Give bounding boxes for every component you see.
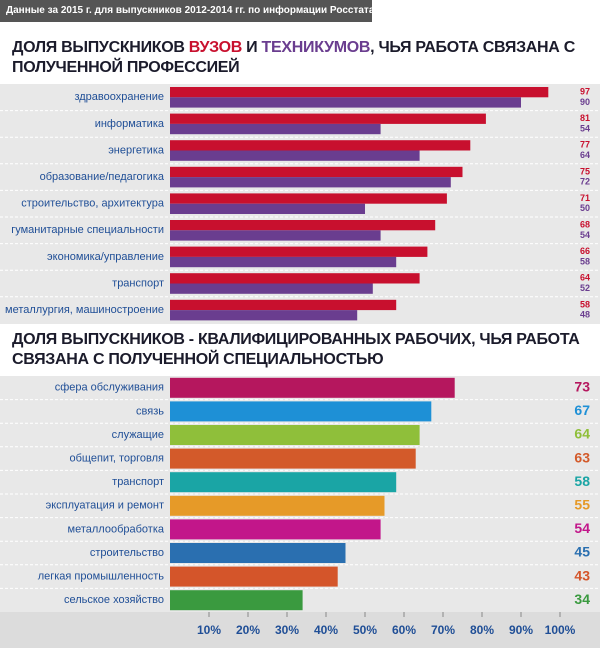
- value-label: 58: [574, 473, 590, 489]
- bar: [170, 256, 397, 268]
- category-label: гуманитарные специальности: [11, 224, 164, 236]
- bar: [170, 220, 436, 231]
- bar: [170, 273, 420, 284]
- value-label: 68: [580, 220, 590, 230]
- legend-entry: ВУЗОВ: [188, 39, 243, 56]
- bar: [170, 97, 521, 108]
- category-label: эксплуатация и ремонт: [46, 500, 164, 512]
- bar: [170, 543, 346, 563]
- value-label: 64: [580, 273, 590, 283]
- title-part: ДОЛЯ ВЫПУСКНИКОВ: [12, 39, 185, 56]
- category-label: информатика: [95, 118, 165, 130]
- value-label: 64: [574, 426, 590, 442]
- bar: [170, 177, 451, 188]
- value-label: 81: [580, 113, 590, 123]
- x-tick-label: 60%: [392, 623, 416, 637]
- bar: [170, 495, 385, 516]
- bar: [170, 448, 416, 469]
- bar: [170, 246, 428, 257]
- bar: [170, 150, 420, 161]
- value-label: 54: [574, 520, 590, 536]
- subtitle: Данные за 2015 г. для выпускников 2012-2…: [0, 0, 374, 22]
- value-label: 90: [580, 97, 590, 107]
- value-label: 77: [580, 140, 590, 150]
- bar: [170, 310, 358, 321]
- category-label: сфера обслуживания: [55, 382, 164, 394]
- x-tick-label: 90%: [509, 623, 533, 637]
- bar: [170, 140, 471, 151]
- title-part: , ЧЬЯ РАБОТА СВЯЗАНА С ПОЛУЧЕННОЙ ПРОФЕС…: [12, 39, 575, 76]
- category-label: транспорт: [112, 277, 164, 289]
- value-label: 64: [580, 150, 590, 160]
- category-label: связь: [136, 405, 164, 417]
- x-tick-label: 40%: [314, 623, 338, 637]
- value-label: 72: [580, 177, 590, 187]
- bar: [170, 123, 381, 135]
- value-label: 48: [580, 310, 590, 320]
- bar: [170, 566, 338, 587]
- value-label: 52: [580, 283, 590, 293]
- value-label: 45: [574, 544, 590, 560]
- chart-title: ДОЛЯ ВЫПУСКНИКОВ - КВАЛИФИЦИРОВАННЫХ РАБ…: [12, 331, 580, 368]
- bar: [170, 166, 463, 178]
- category-label: служащие: [112, 429, 164, 441]
- x-tick-label: 100%: [545, 623, 576, 637]
- value-label: 58: [580, 299, 590, 309]
- x-tick-label: 10%: [197, 623, 221, 637]
- bar: [170, 401, 432, 422]
- bar: [170, 590, 303, 611]
- bar: [170, 113, 486, 124]
- value-label: 50: [580, 203, 590, 213]
- x-tick-label: 70%: [431, 623, 455, 637]
- value-label: 67: [574, 402, 590, 418]
- bar: [170, 87, 549, 98]
- legend-entry: ТЕХНИКУМОВ: [261, 39, 371, 56]
- category-label: здравоохранение: [74, 91, 164, 103]
- bar: [170, 230, 381, 241]
- value-label: 43: [574, 567, 590, 583]
- category-label: энергетика: [108, 144, 165, 156]
- category-label: образование/педагогика: [40, 171, 165, 183]
- value-label: 58: [580, 256, 590, 266]
- bar: [170, 193, 447, 204]
- value-label: 66: [580, 246, 590, 256]
- value-label: 75: [580, 166, 590, 176]
- chart-title: ДОЛЯ ВЫПУСКНИКОВ ВУЗОВ И ТЕХНИКУМОВ, ЧЬЯ…: [12, 38, 592, 78]
- category-label: общепит, торговля: [70, 453, 165, 465]
- bar: [170, 425, 420, 445]
- category-label: металлургия, машиностроение: [5, 304, 164, 316]
- category-label: сельское хозяйство: [64, 594, 164, 606]
- value-label: 73: [574, 379, 590, 395]
- value-label: 54: [580, 123, 590, 133]
- value-label: 55: [574, 497, 590, 513]
- x-tick-label: 50%: [353, 623, 377, 637]
- category-label: легкая промышленность: [38, 571, 165, 583]
- category-label: металлообработка: [68, 523, 165, 535]
- bar: [170, 203, 365, 214]
- bar: [170, 472, 397, 493]
- category-label: строительство, архитектура: [21, 198, 165, 210]
- x-tick-label: 30%: [275, 623, 299, 637]
- category-label: транспорт: [112, 476, 164, 488]
- value-label: 63: [574, 449, 590, 465]
- value-label: 71: [580, 193, 590, 203]
- bar: [170, 283, 373, 294]
- category-label: экономика/управление: [47, 251, 164, 263]
- category-label: строительство: [90, 547, 164, 559]
- value-label: 54: [580, 230, 590, 240]
- axis-band: [0, 612, 600, 648]
- bar: [170, 519, 381, 540]
- value-label: 34: [574, 591, 590, 607]
- value-label: 97: [580, 87, 590, 97]
- title-part: И: [246, 39, 258, 56]
- x-tick-label: 80%: [470, 623, 494, 637]
- bar: [170, 377, 455, 398]
- x-tick-label: 20%: [236, 623, 260, 637]
- bar: [170, 299, 397, 311]
